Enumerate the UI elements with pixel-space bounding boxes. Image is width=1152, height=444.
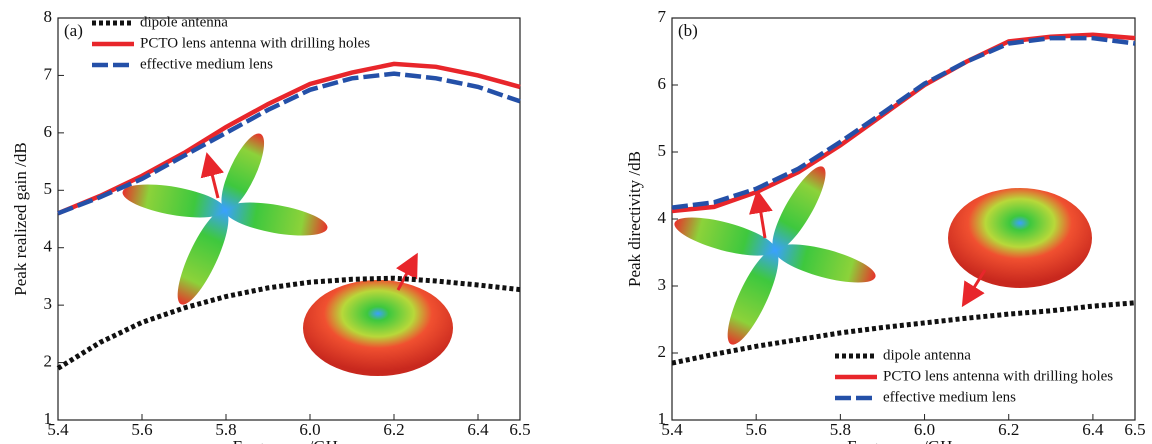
x-axis-label: Frequency /GHz bbox=[233, 437, 346, 444]
y-tick-label: 6 bbox=[44, 122, 53, 141]
pattern-a bbox=[122, 133, 453, 376]
y-tick-label: 5 bbox=[44, 179, 53, 198]
y-tick-label: 5 bbox=[658, 141, 667, 160]
series-line bbox=[57, 71, 521, 216]
x-tick-label: 5.8 bbox=[215, 420, 236, 439]
series-line bbox=[57, 61, 521, 216]
x-tick-label: 6.0 bbox=[914, 420, 935, 439]
y-axis-label: Peak realized gain /dB bbox=[11, 142, 30, 295]
pattern-b bbox=[674, 166, 1092, 345]
x-tick-label: 6.0 bbox=[299, 420, 320, 439]
series-line bbox=[671, 300, 1136, 366]
x-tick-label: 6.4 bbox=[1082, 420, 1104, 439]
y-axis-label: Peak directivity /dB bbox=[625, 151, 644, 287]
x-tick-label: 5.6 bbox=[746, 420, 767, 439]
x-tick-label: 6.2 bbox=[998, 420, 1019, 439]
x-tick-label: 5.4 bbox=[661, 420, 683, 439]
plot-frame bbox=[57, 17, 521, 421]
y-tick-label: 1 bbox=[44, 409, 53, 428]
legend-label: PCTO lens antenna with drilling holes bbox=[140, 35, 370, 51]
y-tick-label: 2 bbox=[658, 342, 667, 361]
panel-label: (a) bbox=[64, 21, 83, 40]
series-line bbox=[671, 35, 1136, 210]
y-tick-label: 2 bbox=[44, 351, 53, 370]
legend-label: PCTO lens antenna with drilling holes bbox=[883, 368, 1113, 384]
x-tick-label: 6.5 bbox=[509, 420, 530, 439]
x-axis-label: Frequency /GHz bbox=[847, 437, 960, 444]
x-tick-label: 6.4 bbox=[467, 420, 489, 439]
series-line bbox=[671, 32, 1136, 214]
x-tick-label: 6.5 bbox=[1124, 420, 1145, 439]
legend-label: effective medium lens bbox=[883, 389, 1016, 405]
x-tick-label: 6.2 bbox=[383, 420, 404, 439]
x-tick-label: 5.4 bbox=[47, 420, 69, 439]
y-tick-label: 3 bbox=[44, 294, 53, 313]
series-line bbox=[56, 275, 521, 371]
legend-label: dipole antenna bbox=[140, 14, 228, 30]
x-tick-label: 5.6 bbox=[131, 420, 152, 439]
x-tick-label: 5.8 bbox=[830, 420, 851, 439]
panel-label: (b) bbox=[678, 21, 698, 40]
y-tick-label: 4 bbox=[44, 237, 53, 256]
legend-label: dipole antenna bbox=[883, 347, 971, 363]
y-tick-label: 7 bbox=[658, 7, 667, 26]
y-tick-label: 4 bbox=[658, 208, 667, 227]
y-tick-label: 8 bbox=[44, 7, 53, 26]
y-tick-label: 1 bbox=[658, 409, 667, 428]
y-tick-label: 7 bbox=[44, 64, 53, 83]
y-tick-label: 6 bbox=[658, 74, 667, 93]
y-tick-label: 3 bbox=[658, 275, 667, 294]
legend-label: effective medium lens bbox=[140, 56, 273, 72]
